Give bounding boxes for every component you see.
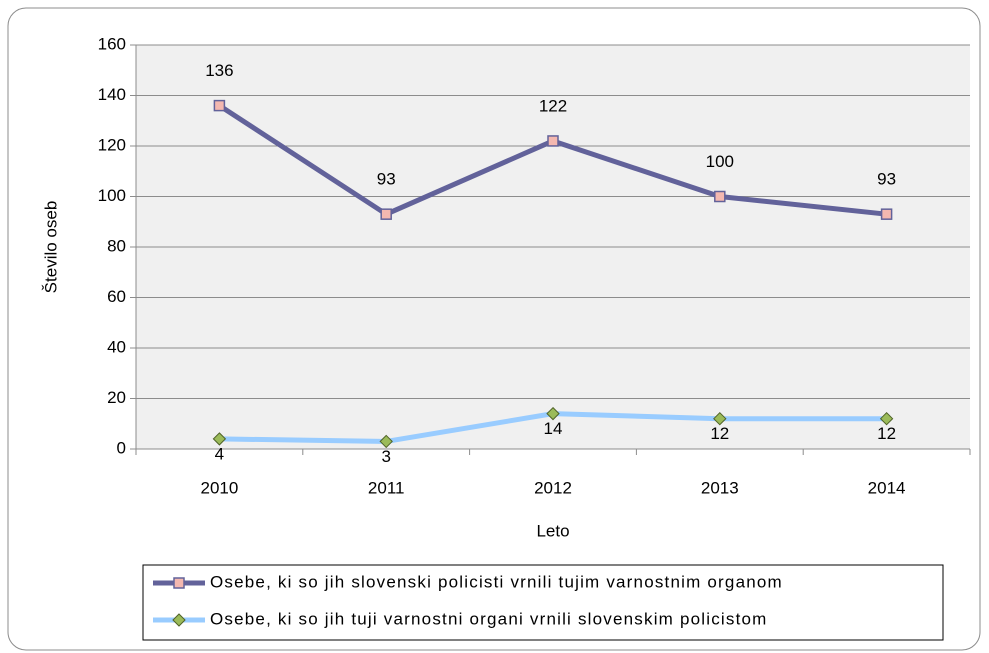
- legend-box: [142, 564, 944, 641]
- x-tick-label: 2014: [868, 478, 906, 497]
- data-label: 136: [205, 61, 233, 80]
- data-label: 12: [877, 424, 896, 443]
- legend-label: Osebe, ki so jih slovenski policisti vrn…: [210, 572, 783, 591]
- data-point: [379, 434, 393, 449]
- data-point: [547, 135, 559, 147]
- y-tick-label: 60: [107, 287, 126, 306]
- data-point: [879, 411, 894, 426]
- data-label: 3: [381, 447, 390, 466]
- data-label: 122: [539, 96, 567, 115]
- y-tick-label: 120: [98, 135, 126, 154]
- x-tick-label: 2013: [701, 478, 739, 497]
- data-point: [714, 190, 726, 203]
- data-point: [213, 99, 226, 112]
- y-axis-label: Število oseb: [41, 201, 60, 294]
- data-point: [546, 406, 560, 421]
- x-tick-label: 2011: [368, 478, 405, 497]
- y-tick-label: 20: [107, 388, 126, 407]
- data-point: [880, 208, 893, 220]
- y-tick-label: 80: [107, 236, 126, 255]
- x-tick-label: 2010: [200, 478, 238, 497]
- data-label: 93: [377, 170, 396, 189]
- y-tick-label: 160: [98, 34, 126, 53]
- data-point: [212, 432, 227, 446]
- y-tick-label: 140: [98, 85, 126, 104]
- y-tick-label: 100: [98, 186, 126, 205]
- data-label: 4: [215, 444, 224, 463]
- y-tick-label: 0: [117, 438, 126, 457]
- legend-marker: [172, 613, 186, 627]
- data-label: 93: [877, 170, 896, 189]
- data-point: [713, 411, 727, 426]
- data-label: 14: [544, 419, 563, 438]
- data-label: 12: [710, 424, 729, 443]
- data-point: [380, 208, 392, 220]
- legend-label: Osebe, ki so jih tuji varnostni organi v…: [210, 609, 768, 628]
- data-label: 100: [706, 152, 734, 171]
- x-axis-label: Leto: [536, 521, 569, 540]
- y-tick-label: 40: [107, 337, 126, 356]
- x-tick-label: 2012: [534, 478, 572, 497]
- legend-marker: [173, 577, 185, 589]
